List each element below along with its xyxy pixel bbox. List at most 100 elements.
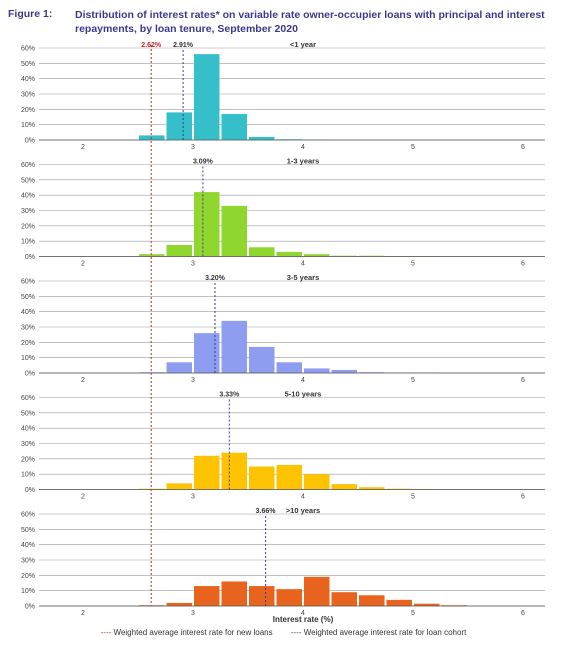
histogram-bar xyxy=(194,586,220,606)
histogram-bar xyxy=(276,464,302,490)
y-tick-label: 20% xyxy=(21,456,35,463)
x-tick-label: 3 xyxy=(191,494,195,501)
y-tick-label: 30% xyxy=(21,208,35,215)
histogram-bar xyxy=(276,251,302,257)
figure-label: Figure 1: xyxy=(8,8,53,20)
cohort-average-label: 2.91% xyxy=(173,42,194,49)
histogram-bar xyxy=(194,455,220,490)
histogram-bar xyxy=(221,113,247,140)
x-tick-label: 4 xyxy=(301,610,305,617)
legend-new-loans: ---- Weighted average interest rate for … xyxy=(101,628,275,637)
y-tick-label: 20% xyxy=(21,107,35,114)
histogram-bar xyxy=(386,599,412,606)
x-tick-label: 4 xyxy=(301,144,305,151)
y-tick-label: 30% xyxy=(21,325,35,332)
y-tick-label: 60% xyxy=(21,279,35,286)
panel-title: >10 years xyxy=(286,506,320,515)
panel-title: 5-10 years xyxy=(285,390,322,399)
histogram-bar xyxy=(276,362,302,373)
y-tick-label: 60% xyxy=(21,395,35,402)
new-loans-average-label: 2.62% xyxy=(141,42,162,49)
y-tick-label: 30% xyxy=(21,441,35,448)
x-tick-label: 4 xyxy=(301,261,305,268)
histogram-bar xyxy=(249,466,275,490)
x-tick-label: 5 xyxy=(411,494,415,501)
x-tick-label: 3 xyxy=(191,610,195,617)
y-tick-label: 20% xyxy=(21,573,35,580)
histogram-bar xyxy=(221,452,247,490)
y-tick-label: 0% xyxy=(25,604,35,611)
histogram-bar xyxy=(359,595,385,606)
y-tick-label: 10% xyxy=(21,355,35,362)
y-tick-label: 10% xyxy=(21,588,35,595)
histogram-bar xyxy=(414,603,440,606)
red-dashed-line-icon: ---- xyxy=(100,628,112,637)
figure-title: Distribution of interest rates* on varia… xyxy=(75,9,545,35)
cohort-average-label: 3.33% xyxy=(219,392,240,399)
histogram-bar xyxy=(249,346,275,373)
x-tick-label: 3 xyxy=(191,261,195,268)
y-tick-label: 0% xyxy=(25,371,35,378)
histogram-bar xyxy=(194,192,220,257)
cohort-average-label: 3.66% xyxy=(256,508,277,515)
x-tick-label: 2 xyxy=(81,261,85,268)
histogram-bar xyxy=(249,586,275,606)
histogram-bar xyxy=(194,333,220,373)
histogram-bar xyxy=(221,581,247,606)
y-tick-label: 10% xyxy=(21,122,35,129)
chart-legend: ---- Weighted average interest rate for … xyxy=(0,628,567,637)
histogram-bar xyxy=(359,487,385,490)
x-tick-label: 3 xyxy=(191,377,195,384)
cohort-average-label: 3.20% xyxy=(205,275,226,282)
histogram-bar xyxy=(304,576,330,606)
y-tick-label: 0% xyxy=(25,138,35,145)
histogram-bar xyxy=(304,254,330,257)
histogram-bar xyxy=(221,320,247,373)
x-tick-label: 6 xyxy=(521,144,525,151)
panel-title: 1-3 years xyxy=(287,157,320,166)
x-tick-label: 2 xyxy=(81,610,85,617)
histogram-bar xyxy=(304,368,330,373)
legend-cohort: ---- Weighted average interest rate for … xyxy=(291,628,467,637)
y-tick-label: 40% xyxy=(21,426,35,433)
x-tick-label: 4 xyxy=(301,377,305,384)
y-tick-label: 60% xyxy=(21,162,35,169)
x-tick-label: 6 xyxy=(521,494,525,501)
histogram-bar xyxy=(249,247,275,257)
x-tick-label: 2 xyxy=(81,377,85,384)
panel-title: <1 year xyxy=(290,40,316,49)
y-tick-label: 20% xyxy=(21,340,35,347)
panel-title: 3-5 years xyxy=(287,273,320,282)
y-tick-label: 50% xyxy=(21,410,35,417)
histogram-bar xyxy=(166,602,192,606)
x-axis-title: Interest rate (%) xyxy=(273,615,334,624)
x-tick-label: 6 xyxy=(521,610,525,617)
histogram-bar xyxy=(331,592,357,606)
y-tick-label: 20% xyxy=(21,223,35,230)
histogram-bar xyxy=(166,362,192,373)
histogram-bar xyxy=(304,474,330,490)
legend-cohort-label: Weighted average interest rate for loan … xyxy=(303,628,467,637)
y-tick-label: 30% xyxy=(21,92,35,99)
y-tick-label: 30% xyxy=(21,558,35,565)
x-tick-label: 5 xyxy=(411,261,415,268)
histogram-bar xyxy=(166,112,192,140)
histogram-bar xyxy=(194,54,220,141)
y-tick-label: 40% xyxy=(21,76,35,83)
x-tick-label: 3 xyxy=(191,144,195,151)
x-tick-label: 5 xyxy=(411,377,415,384)
x-tick-label: 2 xyxy=(81,494,85,501)
y-tick-label: 60% xyxy=(21,512,35,519)
legend-new-loans-label: Weighted average interest rate for new l… xyxy=(113,628,273,637)
histogram-bar xyxy=(276,589,302,606)
y-tick-label: 0% xyxy=(25,254,35,261)
histogram-bar xyxy=(139,135,165,140)
histogram-bar xyxy=(166,483,192,490)
y-tick-label: 40% xyxy=(21,309,35,316)
x-tick-label: 5 xyxy=(411,144,415,151)
histogram-bar xyxy=(331,369,357,373)
y-tick-label: 40% xyxy=(21,542,35,549)
histogram-bar xyxy=(166,245,192,257)
y-tick-label: 50% xyxy=(21,61,35,68)
y-tick-label: 40% xyxy=(21,193,35,200)
